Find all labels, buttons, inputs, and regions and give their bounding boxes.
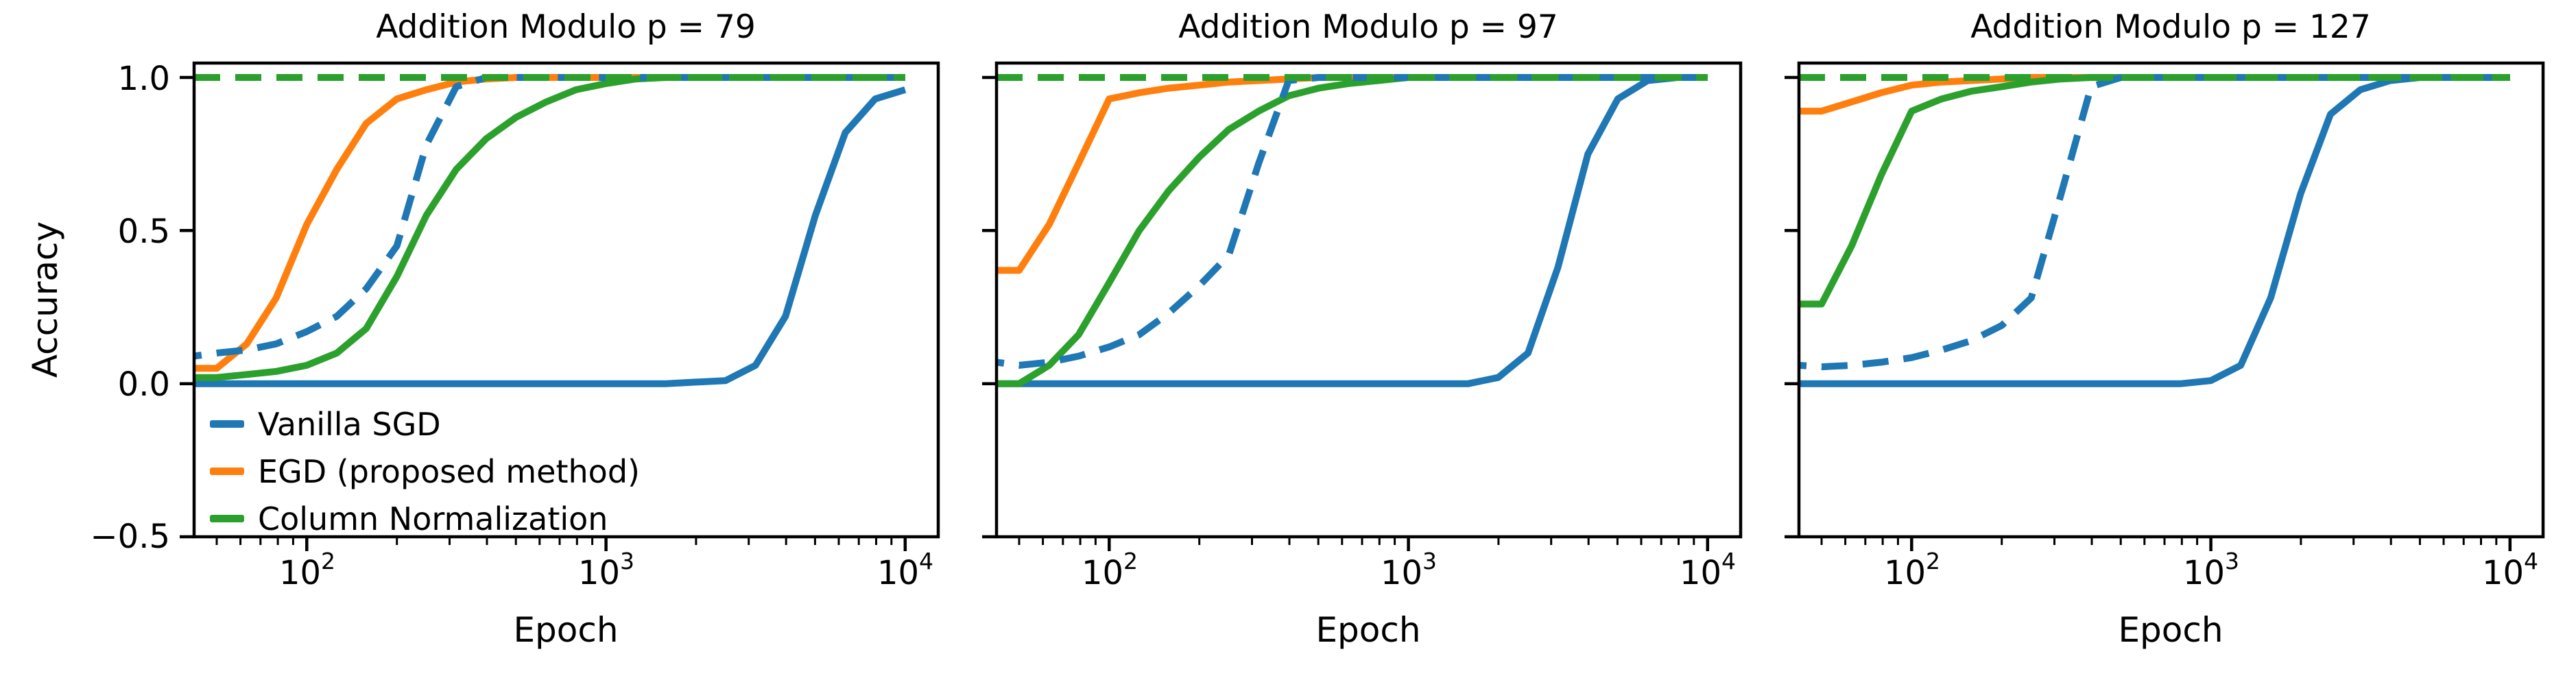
legend-label: EGD (proposed method) xyxy=(258,452,640,490)
subplot-p79: Addition Modulo p = 79 102 103 104 Epoch xyxy=(180,0,993,691)
y-tick-label-1.0: 1.0 xyxy=(117,60,170,98)
y-tick-label-0.0: 0.0 xyxy=(117,365,170,404)
legend-item-egd: EGD (proposed method) xyxy=(210,448,640,495)
legend-swatch-blue xyxy=(210,420,244,428)
x-tick-label: 104 xyxy=(1679,548,1737,592)
axes-p97 xyxy=(982,61,1743,551)
legend-label: Column Normalization xyxy=(258,500,608,537)
legend: Vanilla SGD EGD (proposed method) Column… xyxy=(210,400,640,542)
legend-label: Vanilla SGD xyxy=(258,405,441,443)
x-tick-label: 104 xyxy=(876,548,934,592)
subplot-title: Addition Modulo p = 79 xyxy=(376,8,756,46)
y-tick-label-0.5: 0.5 xyxy=(117,213,170,251)
legend-item-vanilla-sgd: Vanilla SGD xyxy=(210,400,640,448)
legend-swatch-green xyxy=(210,515,244,522)
x-tick-label: 104 xyxy=(2481,548,2539,592)
x-tick-label: 102 xyxy=(278,548,336,592)
subplot-p127: Addition Modulo p = 127 102 103 104 Epoc… xyxy=(1785,0,2576,691)
axes-p127 xyxy=(1785,61,2545,551)
y-tick-label-neg0.5: −0.5 xyxy=(90,518,170,556)
x-axis-label: Epoch xyxy=(513,610,619,650)
x-tick-label: 102 xyxy=(1883,548,1941,592)
x-tick-label: 103 xyxy=(2182,548,2240,592)
subplot-p97: Addition Modulo p = 97 102 103 104 Epoch xyxy=(982,0,1796,691)
x-tick-label: 102 xyxy=(1081,548,1138,592)
x-tick-label: 103 xyxy=(1380,548,1438,592)
x-axis-label: Epoch xyxy=(1315,610,1421,650)
subplot-title: Addition Modulo p = 127 xyxy=(1970,8,2371,46)
x-axis-label: Epoch xyxy=(2118,610,2223,650)
axes-p79 xyxy=(180,61,940,551)
x-tick-label: 103 xyxy=(577,548,635,592)
legend-item-column-normalization: Column Normalization xyxy=(210,495,640,542)
subplot-title: Addition Modulo p = 97 xyxy=(1178,8,1558,46)
legend-swatch-orange xyxy=(210,468,244,475)
